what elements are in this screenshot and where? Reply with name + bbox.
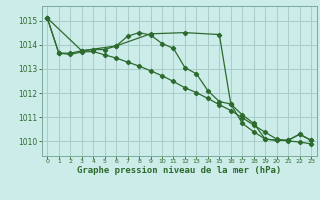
X-axis label: Graphe pression niveau de la mer (hPa): Graphe pression niveau de la mer (hPa) — [77, 166, 281, 175]
